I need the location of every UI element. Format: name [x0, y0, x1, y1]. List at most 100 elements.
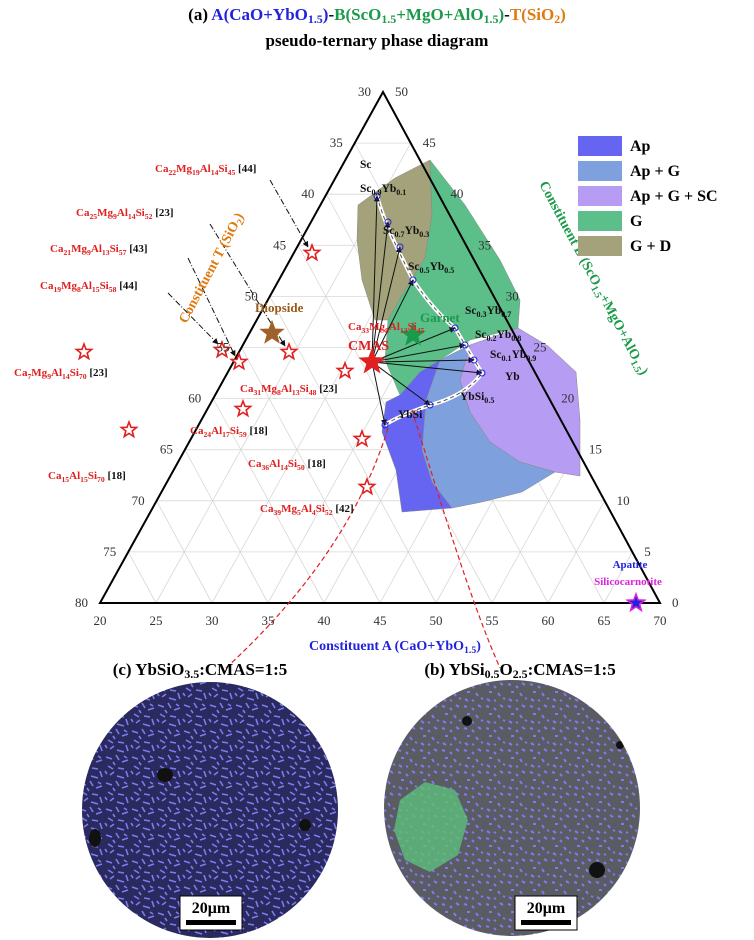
- reference-star: [359, 479, 374, 494]
- subscript: 13: [102, 248, 110, 257]
- text-run: 50: [245, 288, 258, 303]
- text-run: Sc: [465, 305, 477, 317]
- subscript: 17: [222, 430, 230, 439]
- garnet-composition: Ca33Mg8Al13Si45: [348, 321, 425, 335]
- text-run: Silicocarnotite: [594, 576, 662, 588]
- b-tick-label: 15: [589, 442, 602, 457]
- legend-swatch: [578, 186, 622, 206]
- b-tick-label: 10: [617, 493, 630, 508]
- legend: ApAp + GAp + G + SCGG + D: [578, 136, 718, 256]
- text-run: 80: [75, 595, 88, 610]
- text-run: 30: [206, 613, 219, 628]
- subscript: 52: [145, 212, 153, 221]
- text-run: ): [476, 639, 481, 654]
- composition-label: Sc: [360, 159, 372, 171]
- text-run: Ca: [240, 383, 254, 395]
- text-run: Al: [91, 243, 102, 255]
- text-run: Al: [281, 383, 292, 395]
- text-run: 45: [273, 237, 286, 252]
- text-run: 15: [589, 442, 602, 457]
- text-run: 25: [150, 613, 163, 628]
- text-run: Yb: [512, 349, 527, 361]
- text-run: Yb: [487, 305, 502, 317]
- text-run: G + D: [630, 238, 671, 255]
- text-run: Al: [51, 367, 62, 379]
- subscript: 24: [203, 430, 211, 439]
- text-run: 65: [598, 613, 611, 628]
- text-run: Ap + G + SC: [630, 188, 718, 205]
- subscript: 45: [228, 168, 236, 177]
- text-run: Constituent A (CaO+YbO: [309, 639, 464, 654]
- figure: (a) A(CaO+YbO1.5)-B(ScO1.5+MgO+AlO1.5)-T…: [0, 0, 754, 940]
- subscript: 58: [109, 285, 117, 294]
- reference-tag: [18]: [107, 470, 125, 482]
- text-run: Yb: [497, 329, 512, 341]
- b-tick-label: 40: [450, 186, 463, 201]
- composition-label: Yb: [505, 371, 520, 383]
- subscript: 0.5: [444, 266, 454, 275]
- subscript: 15: [61, 475, 69, 484]
- t-tick-label: 70: [132, 493, 145, 508]
- diopside-label: Diopside: [255, 300, 304, 315]
- t-tick-label: 50: [245, 288, 258, 303]
- subscript: 33: [361, 326, 369, 335]
- scale-bar: [521, 920, 571, 925]
- reference-star: [76, 344, 91, 359]
- subscript: 25: [89, 212, 97, 221]
- garnet-label: Garnet: [420, 310, 460, 325]
- text-run: Apatite: [613, 559, 648, 571]
- b-tick-label: 50: [395, 84, 408, 99]
- text-run: pseudo-ternary phase diagram: [266, 31, 489, 50]
- text-run: 10: [617, 493, 630, 508]
- subscript: 70: [97, 475, 105, 484]
- text-run: ): [560, 5, 566, 24]
- subscript: 1.5: [484, 12, 499, 26]
- text-run: 25: [534, 340, 547, 355]
- reference-star: [337, 363, 352, 378]
- t-tick-label: 55: [217, 340, 230, 355]
- text-run: G: [630, 213, 643, 230]
- reference-tag: [42]: [335, 503, 353, 515]
- subscript: 70: [79, 372, 87, 381]
- text-run: 0: [672, 595, 679, 610]
- text-run: 60: [188, 391, 201, 406]
- text-run: Si: [136, 207, 145, 219]
- a-tick-label: 35: [262, 613, 275, 628]
- text-run: YbSi: [460, 391, 485, 403]
- t-tick-label: 60: [188, 391, 201, 406]
- text-run: 50: [395, 84, 408, 99]
- text-run: Yb: [405, 225, 420, 237]
- text-run: O: [500, 660, 513, 679]
- apatite-star: [627, 594, 644, 610]
- subscript: 1.5: [308, 12, 323, 26]
- text-run: 40: [450, 186, 463, 201]
- legend-swatch: [578, 161, 622, 181]
- reference-tag: [44]: [119, 280, 137, 292]
- text-run: Si: [110, 243, 119, 255]
- reference-tag: [23]: [89, 367, 107, 379]
- subscript: 0.7: [501, 310, 511, 319]
- scale-bar: [186, 920, 236, 925]
- legend-label: Ap + G: [630, 163, 681, 180]
- text-run: 5: [279, 660, 288, 679]
- text-run: Diopside: [255, 300, 304, 315]
- legend-swatch: [578, 211, 622, 231]
- text-run: A(CaO+YbO: [211, 5, 308, 24]
- text-run: Mg: [281, 503, 297, 515]
- subscript: 36: [261, 463, 269, 472]
- t-tick-label: 30: [358, 84, 371, 99]
- t-tick-label: 65: [160, 442, 173, 457]
- subscript: 0.2: [487, 334, 497, 343]
- text-run: Sc: [475, 329, 487, 341]
- subscript: 0.9: [372, 188, 382, 197]
- a-tick-label: 30: [206, 613, 219, 628]
- text-run: Mg: [261, 383, 277, 395]
- cmas-label: CMAS: [348, 339, 389, 354]
- reference-tag: [44]: [238, 163, 256, 175]
- micrograph-caption: (b) YbSi0.5O2.5:CMAS=1:5: [424, 660, 615, 681]
- reference-tag: [23]: [155, 207, 173, 219]
- subscript: 14: [62, 372, 70, 381]
- text-run: Mg: [71, 243, 87, 255]
- diopside-star: [262, 322, 283, 342]
- text-run: Si: [218, 163, 227, 175]
